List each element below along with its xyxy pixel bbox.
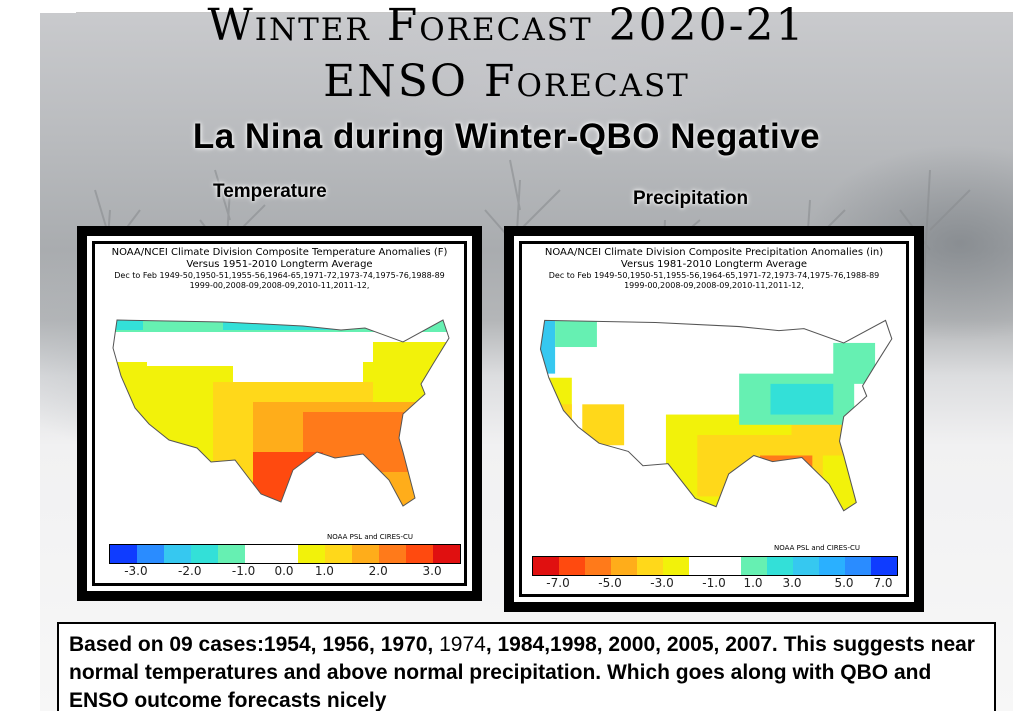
temperature-map-header: NOAA/NCEI Climate Division Composite Tem…: [95, 247, 464, 291]
precipitation-color-scale: [532, 556, 898, 576]
top-rule: [76, 12, 1013, 13]
scale-swatch: [819, 557, 845, 575]
scale-swatch: [663, 557, 689, 575]
precipitation-us-map: [539, 319, 893, 512]
scale-swatch: [611, 557, 637, 575]
scale-tick-label: -1.0: [231, 564, 256, 578]
scale-swatch: [533, 557, 559, 575]
temperature-map-title: NOAA/NCEI Climate Division Composite Tem…: [111, 247, 448, 258]
temperature-map-period-1: Dec to Feb 1949-50,1950-51,1955-56,1964-…: [114, 271, 445, 280]
scale-tick-label: 1.0: [743, 576, 763, 590]
temperature-label: Temperature: [213, 181, 327, 202]
scale-tick-label: 7.0: [873, 576, 893, 590]
precipitation-scale-ticks: -7.0 -5.0 -3.0 -1.0 1.0 3.0 5.0 7.0: [532, 576, 896, 590]
scale-tick-label: -3.0: [650, 576, 674, 590]
temperature-map-credit: NOAA PSL and CIRES-CU: [327, 533, 414, 541]
scale-swatch: [110, 545, 137, 563]
scale-swatch: [871, 557, 897, 575]
temperature-map: NOAA/NCEI Climate Division Composite Tem…: [95, 244, 464, 583]
scale-swatch: [244, 545, 272, 563]
scale-swatch: [406, 545, 434, 563]
scale-swatch: [190, 545, 218, 563]
scale-tick-label: -5.0: [598, 576, 622, 590]
caption-text-3: , 1984,1998, 2000, 2005, 2007. This sugg…: [69, 633, 975, 711]
scale-swatch: [217, 545, 245, 563]
scale-swatch: [136, 545, 164, 563]
scale-swatch: [585, 557, 611, 575]
scale-tick-label: 2.0: [368, 564, 388, 578]
scale-swatch: [637, 557, 663, 575]
caption-text-2: 1974: [439, 633, 486, 656]
temperature-map-subtitle: Versus 1951-2010 Longterm Average: [186, 259, 373, 270]
scale-swatch: [767, 557, 793, 575]
temperature-scale-ticks: -3.0 -2.0 -1.0 0.0 1.0 2.0 3.0: [109, 564, 459, 578]
temperature-map-period-2: 1999-00,2008-09,2008-09,2010-11,2011-12,: [189, 281, 370, 290]
scale-swatch: [845, 557, 871, 575]
precipitation-map-credit: NOAA PSL and CIRES-CU: [774, 544, 861, 552]
scale-swatch: [325, 545, 353, 563]
scale-tick-label: -7.0: [546, 576, 570, 590]
scale-swatch: [741, 557, 767, 575]
scale-tick-label: 3.0: [422, 564, 442, 578]
scale-swatch: [715, 557, 741, 575]
scale-swatch: [163, 545, 191, 563]
slide-title-line2: ENSO Forecast: [323, 56, 690, 107]
temperature-map-frame: NOAA/NCEI Climate Division Composite Tem…: [77, 226, 482, 601]
scale-swatch: [689, 557, 715, 575]
precipitation-map-period-1: Dec to Feb 1949-50,1950-51,1955-56,1964-…: [548, 271, 880, 280]
precipitation-map: NOAA/NCEI Climate Division Composite Pre…: [522, 244, 906, 594]
temperature-color-scale: [109, 544, 461, 564]
temperature-us-map: [112, 319, 450, 507]
scale-tick-label: 5.0: [834, 576, 854, 590]
scale-swatch: [298, 545, 326, 563]
precipitation-map-period-2: 1999-00,2008-09,2008-09,2010-11,2011-12,: [624, 281, 804, 290]
scale-tick-label: 3.0: [782, 576, 802, 590]
scale-swatch: [433, 545, 460, 563]
scale-swatch: [352, 545, 380, 563]
precipitation-map-frame: NOAA/NCEI Climate Division Composite Pre…: [504, 226, 924, 612]
scale-swatch: [379, 545, 407, 563]
slide-subtitle: La Nina during Winter-QBO Negative: [192, 117, 821, 156]
caption-box: Based on 09 cases:1954, 1956, 1970, 1974…: [57, 622, 996, 711]
scale-tick-label: -2.0: [178, 564, 202, 578]
scale-swatch: [559, 557, 585, 575]
slide-title: Winter Forecast 2020-21: [207, 0, 806, 51]
scale-tick-label: -1.0: [702, 576, 726, 590]
scale-tick-label: 0.0: [274, 564, 294, 578]
caption-text-1: Based on 09 cases:1954, 1956, 1970,: [69, 633, 440, 656]
precipitation-map-subtitle: Versus 1981-2010 Longterm Average: [620, 259, 808, 270]
precipitation-label: Precipitation: [633, 188, 749, 209]
precipitation-map-title: NOAA/NCEI Climate Division Composite Pre…: [544, 247, 884, 258]
precipitation-map-header: NOAA/NCEI Climate Division Composite Pre…: [522, 247, 906, 291]
scale-swatch: [793, 557, 819, 575]
scale-tick-label: -3.0: [124, 564, 148, 578]
scale-swatch: [271, 545, 299, 563]
scale-tick-label: 1.0: [314, 564, 334, 578]
